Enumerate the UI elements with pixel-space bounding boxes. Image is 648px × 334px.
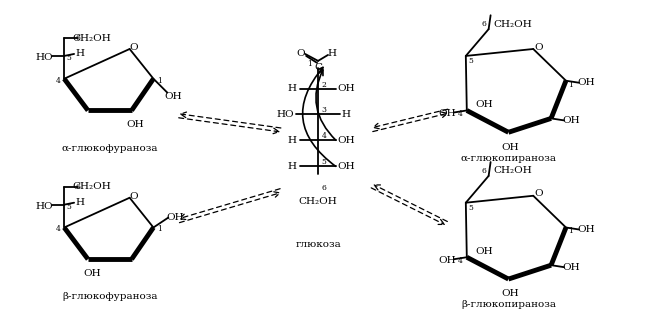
Text: OH: OH <box>562 116 580 125</box>
Text: OH: OH <box>577 225 595 234</box>
Text: 5: 5 <box>67 203 71 211</box>
Text: α-глюкофураноза: α-глюкофураноза <box>62 144 158 153</box>
Text: 4: 4 <box>457 111 462 119</box>
FancyArrowPatch shape <box>303 67 336 166</box>
Text: 2: 2 <box>321 81 327 89</box>
Text: CH₂OH: CH₂OH <box>299 197 338 206</box>
Text: OH: OH <box>165 92 182 101</box>
Text: 6: 6 <box>321 184 327 192</box>
Text: HO: HO <box>277 110 294 119</box>
Text: 3: 3 <box>321 107 327 115</box>
Text: 5: 5 <box>67 54 71 62</box>
Text: HO: HO <box>36 53 53 62</box>
Text: глюкоза: глюкоза <box>295 240 341 249</box>
Text: OH: OH <box>127 120 145 129</box>
Text: H: H <box>76 49 84 58</box>
Text: O: O <box>130 43 138 52</box>
Text: OH: OH <box>476 100 494 109</box>
Text: OH: OH <box>502 143 519 152</box>
Text: OH: OH <box>337 136 354 145</box>
Text: 5: 5 <box>469 204 473 212</box>
Text: 6: 6 <box>76 34 80 42</box>
Text: 1: 1 <box>568 81 573 89</box>
Text: 6: 6 <box>481 20 486 28</box>
Text: α-глюкопираноза: α-глюкопираноза <box>461 154 557 163</box>
Text: OH: OH <box>562 263 580 272</box>
Text: β-глюкопираноза: β-глюкопираноза <box>461 300 556 309</box>
Text: CH₂OH: CH₂OH <box>73 34 111 42</box>
Text: 1: 1 <box>157 225 162 233</box>
Text: OH: OH <box>337 84 354 93</box>
Text: 5: 5 <box>469 57 473 65</box>
Text: C: C <box>314 63 322 72</box>
Text: OH: OH <box>337 162 354 171</box>
Text: O: O <box>534 189 542 198</box>
Text: 6: 6 <box>76 183 80 191</box>
Text: 1: 1 <box>568 227 573 235</box>
Text: O: O <box>130 192 138 201</box>
Text: β-глюкофураноза: β-глюкофураноза <box>62 292 157 301</box>
Text: H: H <box>288 136 297 145</box>
Text: OH: OH <box>438 256 456 265</box>
Text: 1: 1 <box>157 77 162 85</box>
Text: H: H <box>288 84 297 93</box>
Text: O: O <box>296 49 305 58</box>
FancyArrowPatch shape <box>316 70 336 140</box>
Text: CH₂OH: CH₂OH <box>493 166 532 175</box>
Text: 6: 6 <box>481 167 486 175</box>
Text: 4: 4 <box>56 77 61 85</box>
Text: OH: OH <box>476 247 494 256</box>
Text: OH: OH <box>167 213 184 222</box>
Text: H: H <box>341 110 351 119</box>
Text: 1: 1 <box>307 60 312 68</box>
Text: 4: 4 <box>56 225 61 233</box>
Text: OH: OH <box>83 269 100 278</box>
Text: 4: 4 <box>321 132 327 140</box>
Text: OH: OH <box>502 290 519 299</box>
Text: H: H <box>76 198 84 207</box>
Text: CH₂OH: CH₂OH <box>493 20 532 29</box>
Text: HO: HO <box>36 202 53 211</box>
Text: H: H <box>288 162 297 171</box>
Text: H: H <box>327 49 336 58</box>
Text: OH: OH <box>577 78 595 87</box>
Text: 4: 4 <box>457 257 462 265</box>
Text: O: O <box>534 42 542 51</box>
Text: OH: OH <box>438 109 456 118</box>
Text: CH₂OH: CH₂OH <box>73 182 111 191</box>
Text: 5: 5 <box>321 158 327 166</box>
